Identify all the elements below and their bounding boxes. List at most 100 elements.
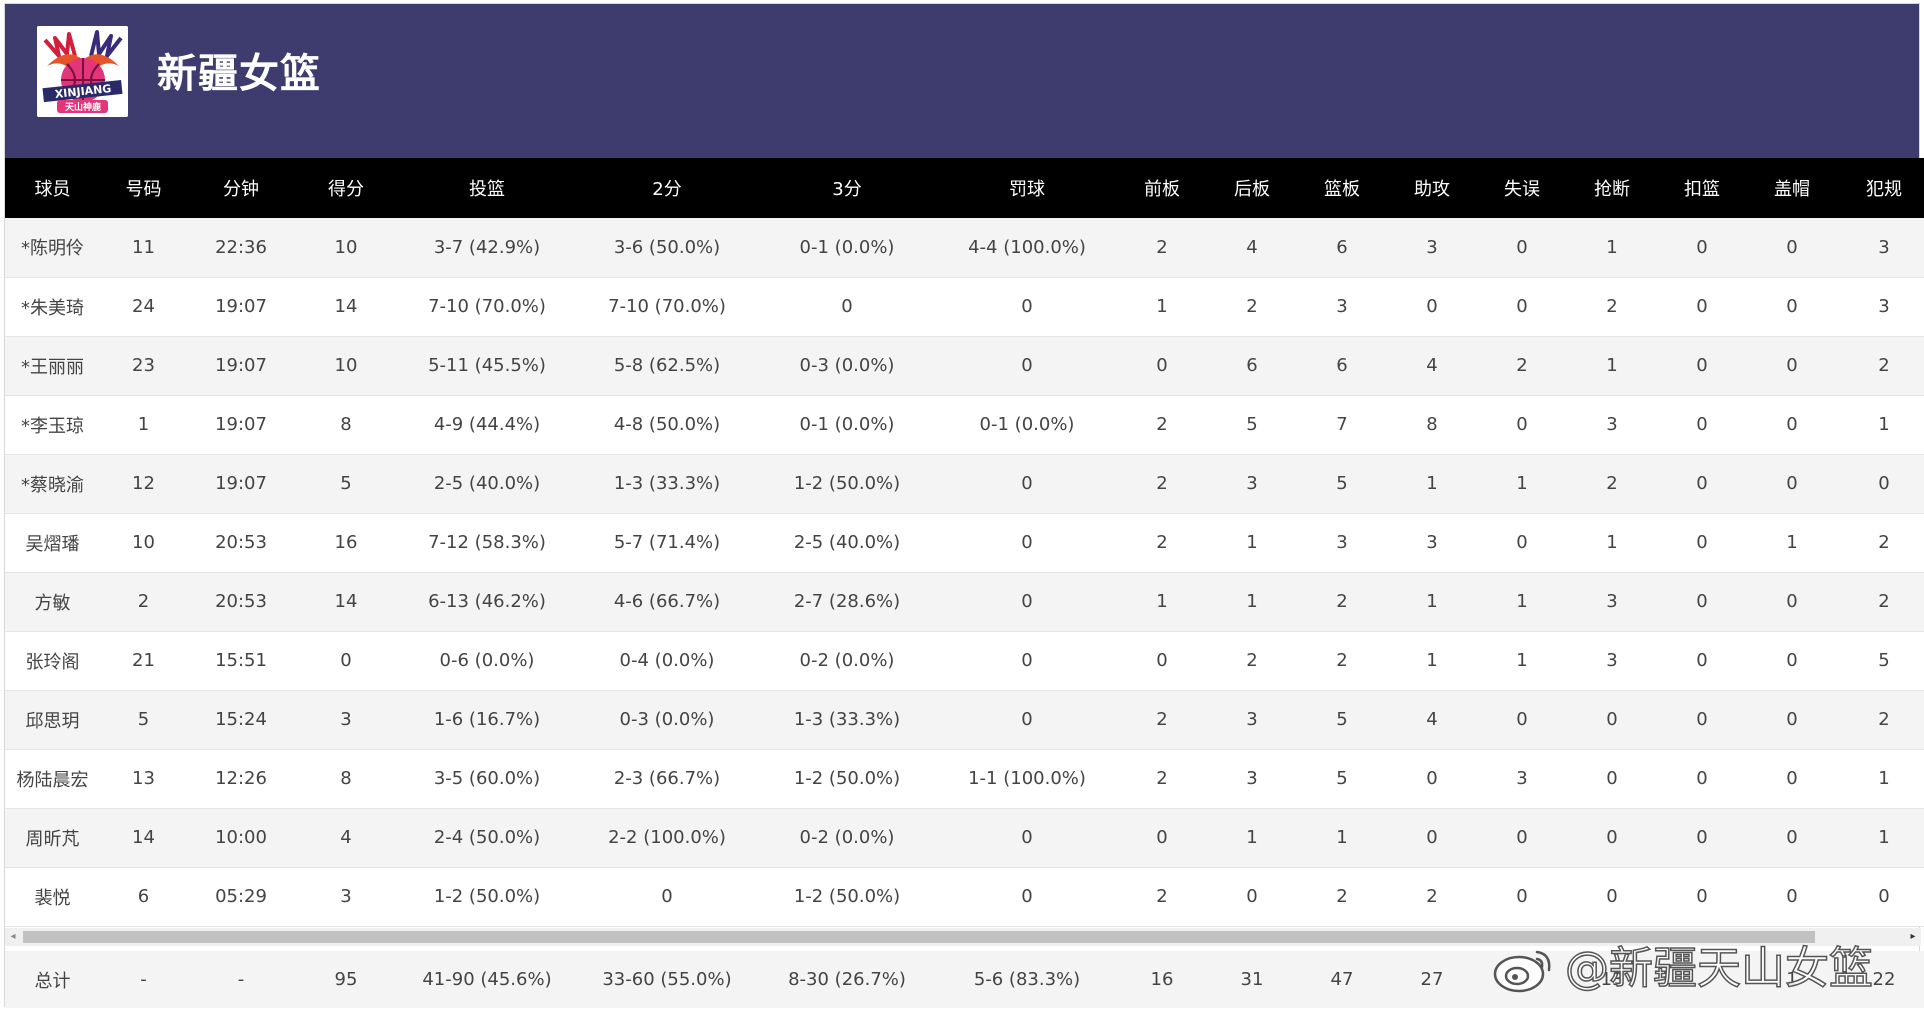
stat-cell: 3 xyxy=(1878,236,1890,258)
stat-cell: 0 xyxy=(1021,355,1033,376)
stat-cell: 1-2 (50.0%) xyxy=(433,886,541,907)
stat-cell: 10:00 xyxy=(215,827,267,848)
logo-text: XINJIANG xyxy=(54,82,112,101)
table-header-row: 球员 号码 分钟 得分 投篮 2分 3分 罚球 前板 后板 篮板 助攻 失误 抢断 扣篮 盖帽 犯规 xyxy=(5,158,1924,218)
column-header: 罚球 xyxy=(1009,179,1045,200)
stat-cell: 10 xyxy=(132,532,155,553)
player-name-cell: *陈明伶 xyxy=(21,238,84,260)
stat-cell: 1-2 (50.0%) xyxy=(793,886,901,907)
stat-cell: 0-2 (0.0%) xyxy=(799,650,895,671)
stat-cell: 2 xyxy=(1336,650,1348,671)
stat-cell: 7-10 (70.0%) xyxy=(608,296,726,317)
scroll-left-arrow-icon[interactable]: ◂ xyxy=(10,931,16,942)
horizontal-scrollbar[interactable]: ◂ ▸ xyxy=(5,928,1921,946)
stat-cell: 19:07 xyxy=(215,473,267,494)
totals-label-cell: 总计 xyxy=(34,970,71,992)
stat-cell: 2 xyxy=(1606,473,1618,494)
column-header: 犯规 xyxy=(1866,179,1902,200)
stat-cell: 4-6 (66.7%) xyxy=(613,591,721,612)
totals-cell: 8-30 (26.7%) xyxy=(788,969,906,990)
stat-cell: 2 xyxy=(1156,532,1168,553)
stat-cell: 3 xyxy=(1878,296,1890,317)
stat-cell: 1-1 (100.0%) xyxy=(968,768,1086,789)
logo-subtext: 天山神鹿 xyxy=(65,101,101,113)
stat-cell: 0 xyxy=(1021,709,1033,730)
stat-cell: 0 xyxy=(1156,827,1168,848)
stat-cell: 3 xyxy=(1246,709,1258,730)
stat-cell: 5 xyxy=(340,473,352,494)
stat-cell: 1 xyxy=(1516,650,1528,671)
scroll-right-arrow-icon[interactable]: ▸ xyxy=(1910,931,1916,942)
stat-cell: 2 xyxy=(1156,768,1168,789)
stat-cell: 14 xyxy=(334,591,358,612)
stat-cell: 12:26 xyxy=(215,768,267,789)
stat-cell: 2 xyxy=(137,591,150,612)
stat-cell: 1 xyxy=(1246,827,1258,848)
stat-cell: 7-12 (58.3%) xyxy=(428,532,546,553)
table-row: *蔡晓渝 12 19:07 5 2-5 (40.0%) 1-3 (33.3%) 1-2 (5… xyxy=(5,454,1924,513)
table-row: 张玲阁 21 15:51 0 0-6 (0.0%) 0-4 (0.0%) 0-2 (0.0%… xyxy=(5,631,1924,690)
stat-cell: 24 xyxy=(132,296,155,317)
stat-cell: 0 xyxy=(1878,473,1890,494)
stat-cell: 1 xyxy=(1878,768,1890,789)
column-header: 盖帽 xyxy=(1774,179,1810,200)
stat-cell: 3 xyxy=(340,709,352,730)
player-name-cell: 方敏 xyxy=(34,592,71,614)
table-row: *陈明伶 11 22:36 10 3-7 (42.9%) 3-6 (50.0%) 0-1 (… xyxy=(5,218,1924,277)
stat-cell: 0 xyxy=(1021,650,1033,671)
table-row: *朱美琦 24 19:07 14 7-10 (70.0%) 7-10 (70.0%) 0 0 1… xyxy=(5,277,1924,336)
stat-cell: 0 xyxy=(340,650,352,671)
stat-cell: 3 xyxy=(1606,591,1618,612)
column-header: 失误 xyxy=(1504,179,1540,200)
stat-cell: 0 xyxy=(841,296,853,317)
stat-cell: 5 xyxy=(1336,768,1348,789)
stat-cell: 14 xyxy=(132,827,155,848)
stat-cell: 5-7 (71.4%) xyxy=(613,532,721,553)
stat-cell: 3 xyxy=(1426,236,1438,258)
stat-cell: 19:07 xyxy=(215,355,267,376)
stat-cell: 0 xyxy=(1021,591,1033,612)
stat-cell: 2-7 (28.6%) xyxy=(793,591,901,612)
stat-cell: 2 xyxy=(1336,886,1348,907)
totals-cell: 31 xyxy=(1240,969,1264,990)
stat-cell: 2 xyxy=(1878,532,1890,553)
stat-cell: 0 xyxy=(1786,591,1798,612)
stat-cell: 3-7 (42.9%) xyxy=(433,236,541,258)
stat-cell: 1 xyxy=(137,414,150,435)
player-name-cell: *朱美琦 xyxy=(21,297,84,319)
stat-cell: 1 xyxy=(1516,591,1528,612)
stat-cell: 15:51 xyxy=(215,650,267,671)
stat-cell: 5-8 (62.5%) xyxy=(613,355,721,376)
stat-cell: 1-6 (16.7%) xyxy=(433,709,541,730)
stat-cell: 14 xyxy=(334,296,358,317)
stat-cell: 0 xyxy=(1696,532,1708,553)
stat-cell: 0 xyxy=(1786,296,1798,317)
team-logo: XINJIANG 天山神鹿 xyxy=(37,26,128,117)
stat-cell: 0-1 (0.0%) xyxy=(799,236,895,258)
column-header: 号码 xyxy=(125,179,162,200)
weibo-icon xyxy=(1493,950,1551,993)
stat-cell: 12 xyxy=(132,473,155,494)
stat-cell: 2 xyxy=(1606,296,1618,317)
stat-cell: 3 xyxy=(1606,414,1618,435)
stat-cell: 20:53 xyxy=(215,591,267,612)
watermark: @新疆天山女篮 xyxy=(1491,939,1874,999)
stat-cell: 0 xyxy=(1021,886,1033,907)
stat-cell: 1 xyxy=(1606,532,1618,553)
stat-cell: 0 xyxy=(1021,532,1033,553)
stat-cell: 19:07 xyxy=(215,414,267,435)
totals-cell: 95 xyxy=(334,969,358,990)
stat-cell: 3 xyxy=(1246,473,1258,494)
stat-cell: 2 xyxy=(1878,709,1890,730)
stat-cell: 1-3 (33.3%) xyxy=(613,473,721,494)
scroll-thumb[interactable] xyxy=(23,931,1815,943)
player-stats-table: 球员 号码 分钟 得分 投篮 2分 3分 罚球 前板 后板 篮板 助攻 失误 抢断 扣篮 盖帽 犯规 *陈明伶 1… xyxy=(5,158,1924,927)
stat-cell: 1 xyxy=(1426,591,1438,612)
stat-cell: 6 xyxy=(137,886,150,907)
stat-cell: 0 xyxy=(1606,709,1618,730)
stat-cell: 1 xyxy=(1246,591,1258,612)
stat-cell: 1 xyxy=(1606,236,1618,258)
stat-cell: 0 xyxy=(1696,473,1708,494)
stat-cell: 1 xyxy=(1786,532,1798,553)
stat-cell: 2 xyxy=(1426,886,1438,907)
